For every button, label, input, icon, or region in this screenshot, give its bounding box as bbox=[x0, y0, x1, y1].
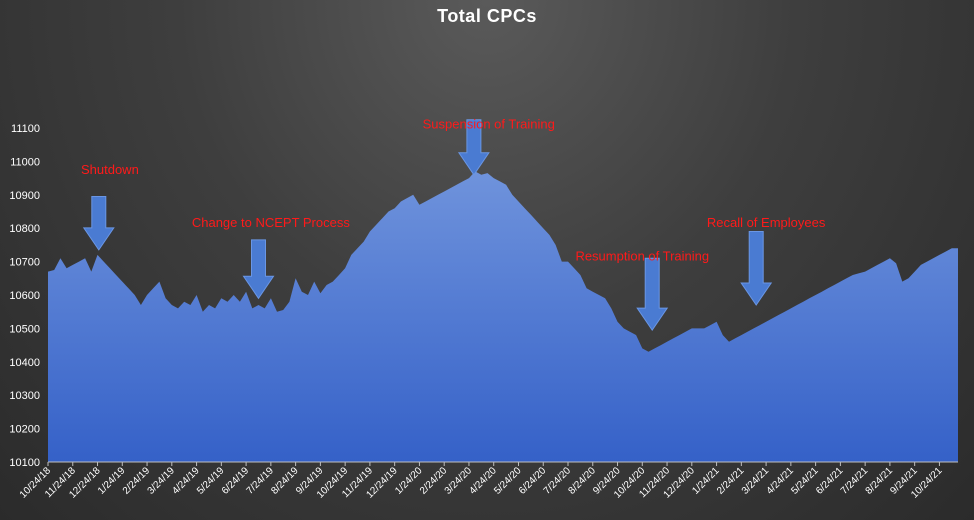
annotation-label: Change to NCEPT Process bbox=[192, 215, 350, 230]
y-tick-label: 11100 bbox=[11, 123, 40, 135]
y-tick-label: 10100 bbox=[9, 457, 40, 469]
annotation-label: Suspension of Training bbox=[423, 117, 555, 132]
annotation-label: Recall of Employees bbox=[707, 215, 826, 230]
y-tick-label: 10400 bbox=[9, 357, 40, 369]
y-tick-label: 10300 bbox=[9, 390, 40, 402]
annotation-arrow bbox=[242, 239, 275, 300]
chart-title: Total CPCs bbox=[437, 6, 537, 26]
y-tick-label: 10700 bbox=[9, 257, 40, 269]
annotation-label: Shutdown bbox=[81, 162, 139, 177]
y-tick-label: 10600 bbox=[9, 290, 40, 302]
annotation-arrow bbox=[636, 257, 669, 331]
annotation-arrow bbox=[457, 119, 490, 176]
y-tick-label: 10900 bbox=[9, 190, 40, 202]
annotation-arrow bbox=[82, 196, 115, 251]
annotation-label: Resumption of Training bbox=[575, 249, 709, 264]
series-area bbox=[48, 171, 958, 462]
y-tick-label: 10200 bbox=[9, 424, 40, 436]
annotation-arrow bbox=[740, 231, 773, 306]
y-tick-label: 11000 bbox=[10, 156, 40, 168]
y-tick-label: 10500 bbox=[9, 323, 40, 335]
y-tick-label: 10800 bbox=[9, 223, 40, 235]
